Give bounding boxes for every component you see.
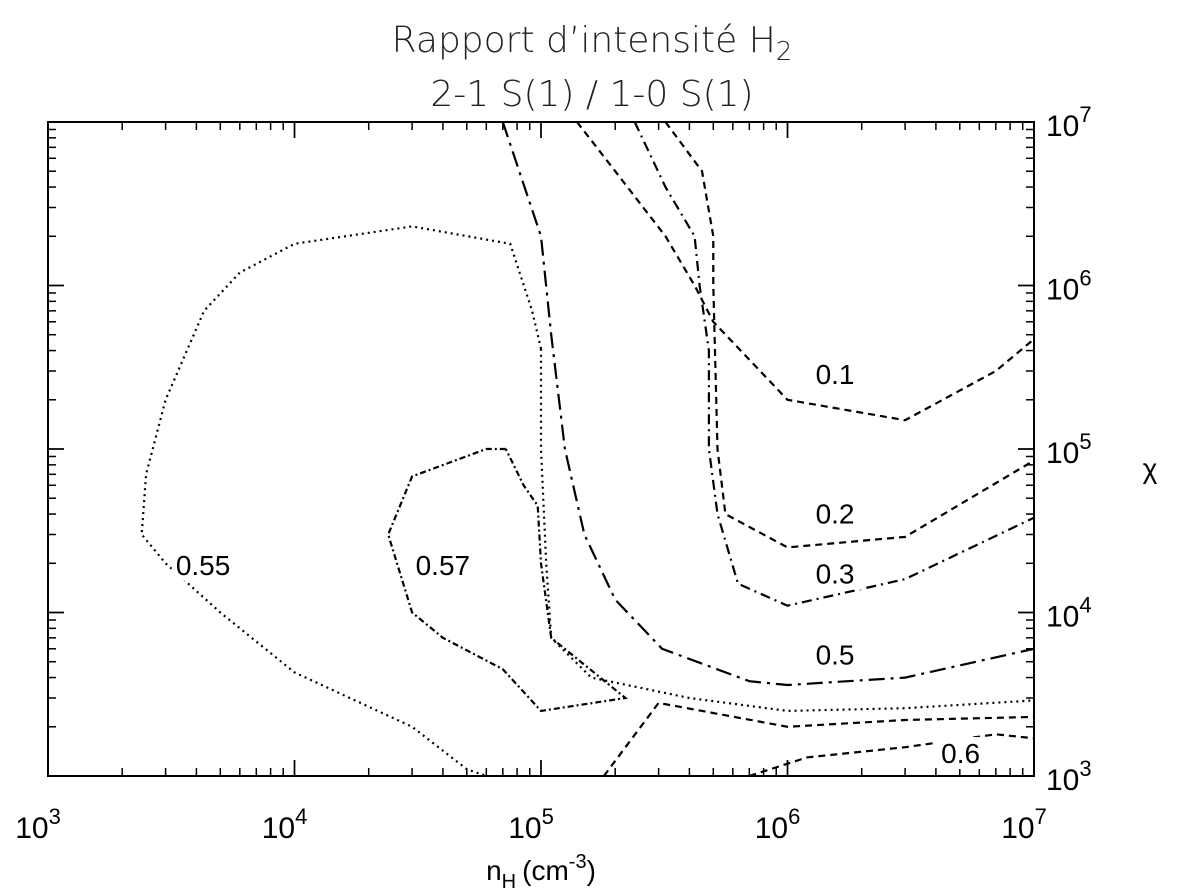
y-tick-label: 104 [1046,593,1092,634]
x-tick-labels: 103 104 105 106 107 [15,804,1047,845]
contour-labels: 0.1 0.2 0.3 0.5 0.55 0.57 0.6 [171,357,992,770]
x-tick-label: 106 [755,804,801,845]
contour-0-6 [603,701,1035,777]
contour-0-55-branch [539,348,1035,713]
contour-0-6-label-bg [937,737,992,770]
contour-0-55 [140,225,543,778]
x-tick-label: 103 [15,804,61,845]
contour-0-2-label: 0.2 [816,499,855,530]
y-tick-label: 103 [1046,756,1092,797]
contour-0-1-label: 0.1 [816,359,855,390]
contour-0-6-label: 0.6 [941,738,980,769]
contour-0-5-label: 0.5 [816,640,855,671]
axis-ticks [47,121,1035,777]
contour-0-2-label-bg [811,497,866,530]
contour-0-6-branch [748,733,1035,778]
y-tick-label: 107 [1046,102,1092,143]
contour-0-5-label-bg [811,638,866,671]
contour-0-57 [387,447,629,713]
contour-0-3-label-bg [811,557,866,590]
y-tick-label: 105 [1046,429,1092,470]
chart-subtitle: 2-1 S(1) / 1-0 S(1) [430,74,753,115]
x-axis-label: nH (cm-3) [486,851,596,888]
x-tick-label: 105 [508,804,554,845]
contour-0-3 [633,121,1035,607]
contour-0-1 [576,121,1035,422]
contour-0-5 [501,121,1035,687]
contour-lines [140,121,1035,778]
y-axis-label: χ [1143,453,1158,484]
contour-0-55-label-bg [171,548,242,581]
contour-0-1-label-bg [811,357,866,390]
x-tick-label: 104 [262,804,308,845]
chart-title: Rapport d’intensité H2 2-1 S(1) / 1-0 S(… [392,20,793,115]
plot-frame [47,121,1035,777]
x-tick-label: 107 [1001,804,1047,845]
contour-0-57-label: 0.57 [416,550,471,581]
contour-0-3-label: 0.3 [816,559,855,590]
contour-0-57-label-bg [411,548,482,581]
contour-0-2 [664,121,1035,549]
chart-title-line1: Rapport d’intensité H2 [392,20,793,67]
contour-0-55-label: 0.55 [176,550,231,581]
y-tick-labels: 103 104 105 106 107 [1046,102,1092,797]
y-tick-label: 106 [1046,266,1092,307]
